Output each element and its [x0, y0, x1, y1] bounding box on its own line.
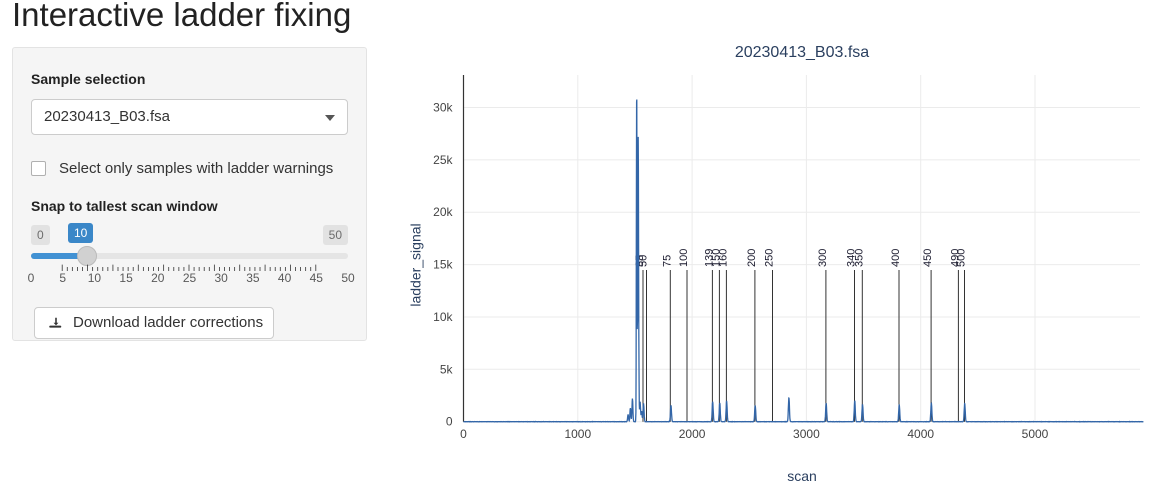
svg-text:200: 200: [746, 249, 758, 267]
svg-text:5k: 5k: [440, 362, 454, 376]
svg-text:300: 300: [817, 249, 829, 267]
svg-text:500: 500: [956, 249, 968, 267]
svg-text:30k: 30k: [433, 101, 453, 115]
svg-text:0: 0: [446, 415, 453, 429]
svg-text:0: 0: [460, 427, 467, 441]
svg-text:20k: 20k: [433, 205, 453, 219]
svg-text:400: 400: [890, 249, 902, 267]
svg-text:350: 350: [853, 249, 865, 267]
svg-text:1000: 1000: [564, 427, 591, 441]
svg-text:4000: 4000: [907, 427, 934, 441]
svg-text:75: 75: [661, 255, 673, 267]
svg-text:100: 100: [678, 249, 690, 267]
svg-text:25k: 25k: [433, 153, 453, 167]
svg-text:15k: 15k: [433, 258, 453, 272]
svg-text:160: 160: [717, 249, 729, 267]
svg-text:5000: 5000: [1022, 427, 1049, 441]
svg-text:250: 250: [764, 249, 776, 267]
svg-text:50: 50: [638, 255, 650, 267]
svg-text:2000: 2000: [679, 427, 706, 441]
svg-text:450: 450: [922, 249, 934, 267]
svg-text:3000: 3000: [793, 427, 820, 441]
svg-text:10k: 10k: [433, 310, 453, 324]
